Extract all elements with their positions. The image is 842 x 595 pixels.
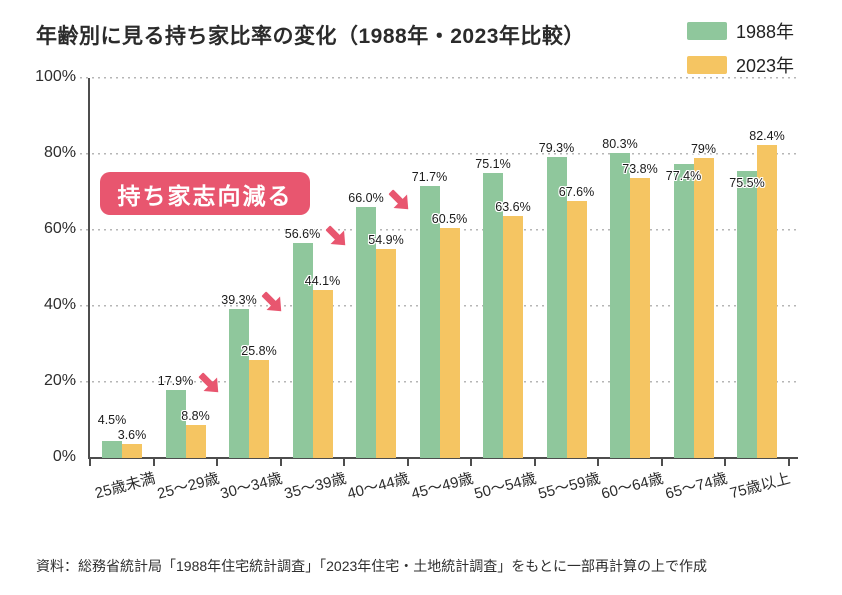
- bar-2023-35～39歳: [312, 290, 333, 458]
- bar-1988-35～39歳: [292, 242, 313, 458]
- x-axis-tick: [343, 458, 345, 466]
- value-label-2023: 25.8%: [241, 343, 277, 358]
- value-label-1988: 79.3%: [538, 140, 575, 155]
- gridline: [74, 153, 800, 155]
- y-axis-label: 100%: [35, 68, 76, 85]
- x-axis-tick: [787, 458, 790, 466]
- bar-2023-50～54歳: [503, 216, 523, 458]
- value-label-2023: 3.6%: [117, 428, 147, 443]
- value-label-2023: 67.6%: [558, 185, 595, 200]
- legend-swatch-2023-icon: [687, 56, 727, 74]
- x-axis-tick: [152, 458, 155, 466]
- bar-1988-55～59歳: [546, 156, 567, 458]
- value-label-1988: 75.5%: [729, 176, 765, 191]
- bar-2023-75歳以上: [757, 144, 777, 458]
- decline-arrow-icon: [196, 370, 223, 397]
- decline-arrow-icon: [386, 187, 413, 214]
- x-axis-line: [88, 457, 798, 459]
- value-label-1988: 71.7%: [411, 169, 448, 184]
- value-label-1988: 17.9%: [157, 373, 194, 388]
- x-axis-tick: [406, 458, 409, 466]
- bar-1988-60～64歳: [610, 152, 630, 458]
- x-axis-tick: [533, 458, 536, 466]
- x-axis-tick: [279, 458, 282, 466]
- value-label-2023: 79%: [690, 141, 717, 156]
- chart-title: 年齢別に見る持ち家比率の変化（1988年・2023年比較）: [36, 25, 585, 48]
- value-label-2023: 54.9%: [368, 233, 404, 248]
- annotation-badge: 持ち家志向減る: [100, 172, 310, 215]
- value-label-1988: 56.6%: [284, 226, 321, 241]
- legend-item-1988: 1988年: [687, 18, 794, 44]
- bar-1988-45～49歳: [419, 185, 440, 458]
- bar-2023-30～34歳: [249, 359, 269, 458]
- value-label-1988: 75.1%: [475, 156, 511, 171]
- decline-arrow-icon: [259, 289, 286, 316]
- bar-1988-40～44歳: [356, 207, 376, 458]
- y-axis-label: 60%: [43, 220, 76, 237]
- value-label-2023: 44.1%: [304, 274, 341, 289]
- value-label-2023: 8.8%: [181, 408, 210, 423]
- legend: 1988年 2023年: [687, 18, 794, 86]
- value-label-1988: 39.3%: [221, 292, 257, 307]
- x-axis-tick: [660, 458, 663, 466]
- bar-2023-65～74歳: [693, 157, 714, 458]
- y-axis-label: 80%: [43, 144, 76, 161]
- bar-1988-25～29歳: [165, 389, 186, 458]
- y-axis-label: 0%: [52, 448, 76, 465]
- bar-2023-45～49歳: [439, 228, 460, 458]
- legend-item-2023: 2023年: [687, 52, 794, 78]
- source-note: 資料：総務省統計局「1988年住宅統計調査」「2023年住宅・土地統計調査」をも…: [36, 558, 708, 574]
- bar-1988-75歳以上: [737, 171, 757, 458]
- bar-1988-65～74歳: [673, 163, 694, 458]
- bar-1988-50～54歳: [483, 172, 503, 458]
- value-label-2023: 60.5%: [431, 212, 468, 227]
- value-label-1988: 77.4%: [665, 168, 702, 183]
- bar-1988-30～34歳: [229, 308, 249, 458]
- bar-2023-25歳未満: [122, 444, 142, 458]
- y-axis-label: 40%: [43, 296, 76, 313]
- bar-2023-60～64歳: [630, 177, 650, 458]
- x-axis-tick: [597, 458, 599, 466]
- gridline: [74, 77, 800, 79]
- value-label-1988: 4.5%: [97, 413, 127, 428]
- x-axis-tick: [89, 458, 91, 466]
- y-axis-line: [88, 78, 90, 458]
- legend-swatch-1988-icon: [687, 22, 727, 40]
- x-axis-tick: [470, 458, 472, 466]
- value-label-2023: 63.6%: [495, 200, 531, 215]
- bar-2023-40～44歳: [376, 249, 396, 458]
- bar-2023-55～59歳: [566, 201, 587, 458]
- value-label-2023: 82.4%: [749, 128, 785, 143]
- y-axis-label: 20%: [43, 372, 76, 389]
- bar-1988-25歳未満: [102, 440, 122, 458]
- value-label-2023: 73.8%: [622, 161, 658, 176]
- x-axis-tick: [216, 458, 218, 466]
- decline-arrow-icon: [323, 223, 350, 250]
- value-label-1988: 66.0%: [348, 191, 384, 206]
- bar-2023-25～29歳: [185, 424, 206, 458]
- legend-label-2023: 2023年: [736, 56, 795, 76]
- value-label-1988: 80.3%: [602, 136, 638, 151]
- legend-label-1988: 1988年: [736, 22, 795, 42]
- x-axis-tick: [724, 458, 726, 466]
